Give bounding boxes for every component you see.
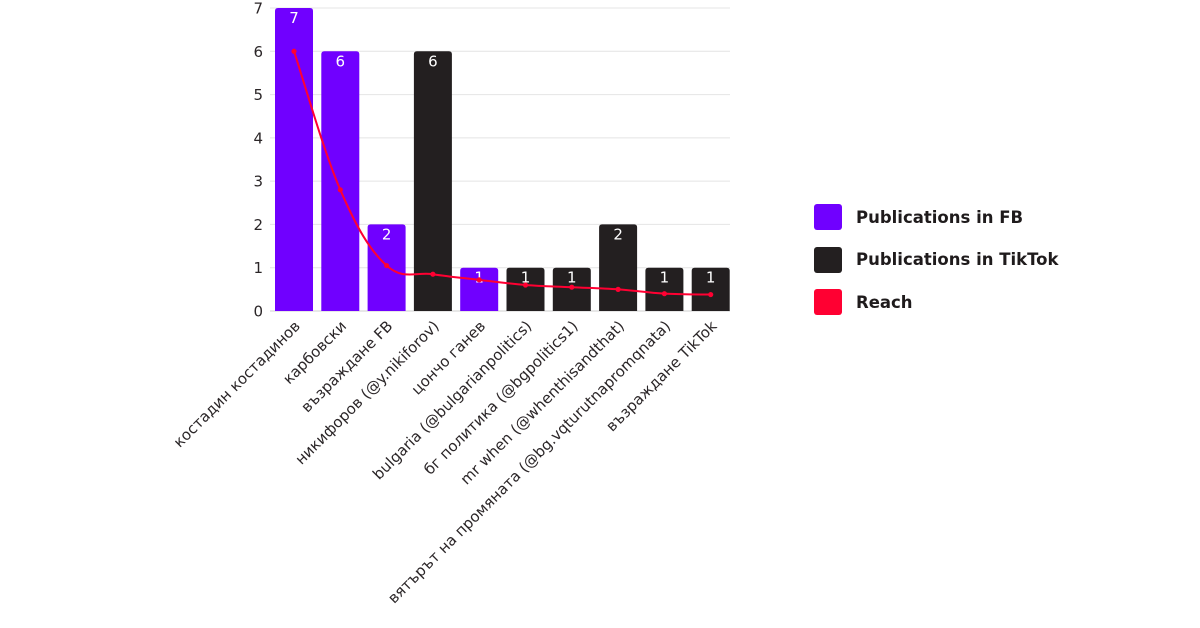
legend: Publications in FB Publications in TikTo… bbox=[814, 203, 1058, 331]
bar bbox=[645, 267, 684, 311]
legend-swatch-tiktok bbox=[814, 246, 842, 273]
y-tick-label: 3 bbox=[253, 173, 263, 191]
bar-value-label: 1 bbox=[706, 269, 716, 287]
legend-item-reach: Reach bbox=[814, 288, 1058, 316]
reach-point bbox=[615, 286, 621, 292]
reach-point bbox=[337, 187, 343, 193]
reach-point bbox=[522, 282, 529, 288]
bar bbox=[506, 267, 545, 311]
bar bbox=[413, 51, 452, 312]
legend-item-fb: Publications in FB bbox=[814, 203, 1058, 231]
y-tick-label: 6 bbox=[253, 43, 263, 61]
y-tick-label: 5 bbox=[253, 86, 263, 104]
bar-value-label: 7 bbox=[289, 9, 299, 27]
reach-point bbox=[430, 271, 436, 277]
bar-value-label: 1 bbox=[660, 269, 670, 287]
legend-label-tiktok: Publications in TikTok bbox=[856, 250, 1059, 269]
reach-point bbox=[291, 48, 297, 54]
bar-value-label: 2 bbox=[613, 225, 623, 243]
legend-item-tiktok: Publications in TikTok bbox=[814, 246, 1058, 274]
reach-line bbox=[291, 48, 714, 298]
bar-value-label: 1 bbox=[521, 269, 531, 287]
reach-point bbox=[384, 262, 390, 269]
legend-label-reach: Reach bbox=[856, 292, 913, 312]
y-tick-label: 4 bbox=[253, 129, 263, 147]
bar-value-label: 6 bbox=[336, 52, 346, 70]
bar-value-label: 1 bbox=[567, 269, 577, 287]
reach-point bbox=[661, 291, 668, 297]
x-category-label: костадин костадинов bbox=[170, 317, 304, 451]
y-axis: 0 1 2 3 4 5 6 7 bbox=[253, 0, 263, 321]
y-tick-label: 0 bbox=[253, 303, 263, 321]
y-tick-label: 7 bbox=[253, 0, 263, 18]
bar-value-label: 6 bbox=[428, 52, 438, 70]
reach-point bbox=[708, 291, 714, 298]
legend-swatch-fb bbox=[814, 204, 842, 230]
y-tick-label: 1 bbox=[253, 259, 263, 277]
bars: 7626111211 bbox=[275, 8, 730, 312]
reach-point bbox=[569, 284, 575, 290]
reach-point bbox=[476, 277, 482, 283]
legend-label-fb: Publications in FB bbox=[856, 207, 1024, 227]
y-tick-label: 2 bbox=[253, 216, 263, 234]
bar bbox=[321, 51, 360, 312]
bar-value-label: 2 bbox=[382, 225, 392, 243]
bar bbox=[691, 267, 730, 311]
legend-swatch-reach bbox=[814, 289, 842, 315]
